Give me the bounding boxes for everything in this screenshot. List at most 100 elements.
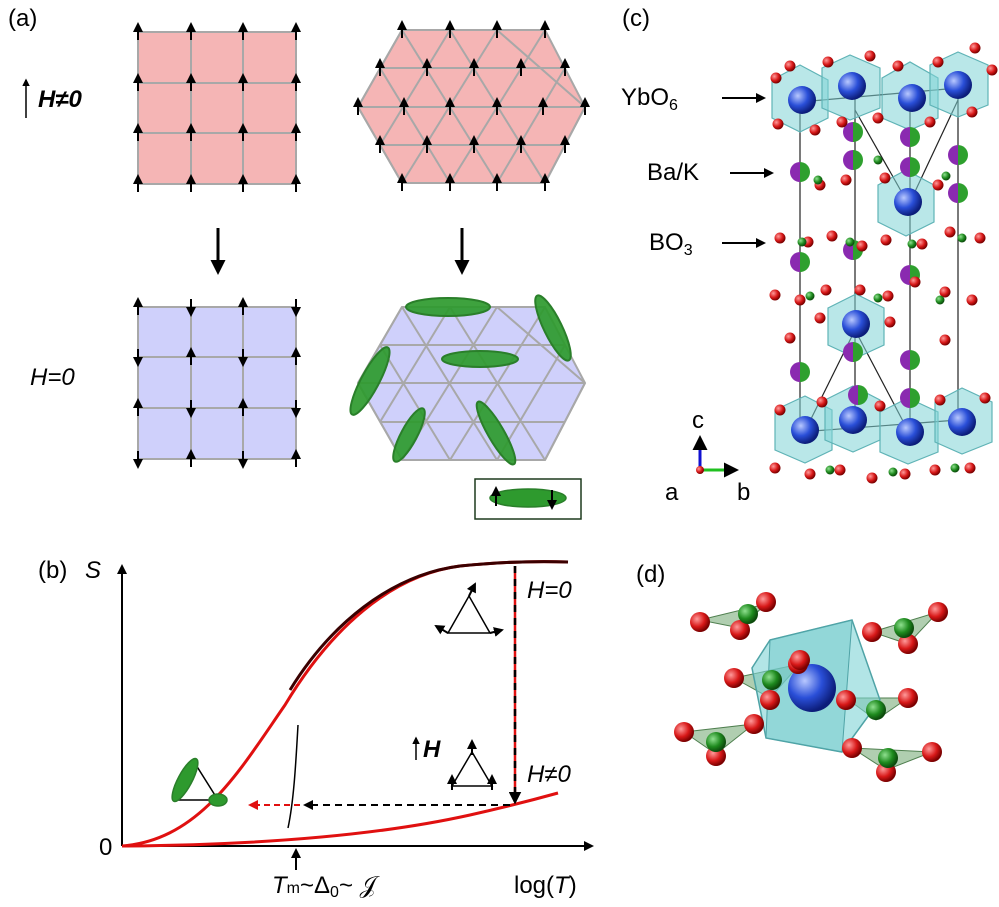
- oxygen-atom-icon: [964, 462, 976, 474]
- entropy-curve-zero-field-dark: [288, 560, 569, 691]
- oxygen-atom-icon: [880, 234, 892, 246]
- oxygen-atom-icon: [816, 396, 828, 408]
- singlet-icon: [392, 407, 426, 463]
- oxygen-atom-icon: [934, 394, 946, 406]
- singlet-inset: [474, 478, 582, 520]
- boron-atom-icon: [941, 171, 951, 181]
- oxygen-atom-icon: [814, 312, 826, 324]
- oxygen-atom-icon: [916, 238, 928, 250]
- panel-b-label: (b): [38, 557, 67, 584]
- oxygen-atom-icon: [770, 72, 782, 84]
- singlet-icon: [489, 488, 567, 508]
- triangle-singlet-icon: [171, 757, 228, 807]
- ba-k-atom-icon: [843, 122, 863, 142]
- oxygen-atom-icon: [690, 612, 710, 632]
- ba-k-atom-icon: [900, 127, 920, 147]
- boron-atom-icon: [845, 237, 855, 247]
- oxygen-atom-icon: [966, 106, 978, 118]
- oxygen-atoms: [769, 42, 998, 484]
- axis-triad: c a b: [665, 407, 750, 506]
- boron-atom-icon: [957, 233, 967, 243]
- triangle-120-icon: [434, 582, 504, 637]
- boron-atom-icon: [894, 618, 914, 638]
- ba-k-atom-icon: [790, 252, 810, 272]
- panel-c-label: (c): [622, 5, 650, 32]
- singlet-icon: [405, 297, 491, 317]
- oxygen-atom-icon: [898, 688, 918, 708]
- boron-atom-icon: [888, 467, 898, 477]
- oxygen-atom-icon: [674, 722, 694, 742]
- yb-atom-icon: [894, 188, 922, 216]
- oxygen-atom-icon: [794, 294, 806, 306]
- square-lattice-polarized: [133, 22, 301, 192]
- energy-scale-label: Tm~Δ0~ 𝒥: [272, 872, 381, 901]
- oxygen-atom-icon: [840, 174, 852, 186]
- oxygen-atom-icon: [862, 622, 882, 642]
- oxygen-atom-icon: [922, 742, 942, 762]
- oxygen-atom-icon: [724, 668, 744, 688]
- boron-atom-icon: [873, 155, 883, 165]
- yb-atom-icon: [896, 418, 924, 446]
- ba-k-atom-icon: [843, 342, 863, 362]
- field-off-label: H=0: [30, 364, 75, 391]
- yb-atom-icon: [788, 86, 816, 114]
- ba-k-atom-icon: [900, 350, 920, 370]
- ybo6-octahedron: [751, 619, 881, 753]
- oxygen-atom-icon: [756, 592, 776, 612]
- boron-atom-icon: [762, 670, 782, 690]
- oxygen-atom-icon: [836, 690, 856, 710]
- oxygen-atom-icon: [784, 60, 796, 72]
- oxygen-atom-icon: [809, 124, 821, 136]
- oxygen-atom-icon: [834, 464, 846, 476]
- spin-alternating-arrows: [133, 297, 301, 469]
- ba-k-atoms: [790, 122, 968, 408]
- singlet-icon: [534, 294, 572, 362]
- oxygen-atom-icon: [939, 334, 951, 346]
- oxygen-atom-icon: [939, 286, 951, 298]
- oxygen-atom-icon: [772, 118, 784, 130]
- yb-atom-icon: [842, 310, 870, 338]
- boron-atom-icon: [706, 732, 726, 752]
- panel-c: (c) YbO6 Ba/K BO3: [621, 5, 998, 506]
- ba-k-atom-icon: [790, 362, 810, 382]
- singlet-dimers: [349, 294, 572, 466]
- axis-b-label: b: [737, 479, 750, 506]
- oxygen-atom-icon: [874, 400, 886, 412]
- panel-a: (a) H≠0 H=0: [8, 5, 590, 520]
- oxygen-atom-icon: [882, 290, 894, 302]
- oxygen-atom-icon: [872, 112, 884, 124]
- boron-atom-icon: [950, 463, 960, 473]
- oxygen-atom-icon: [820, 284, 832, 296]
- boron-atom-icon: [878, 748, 898, 768]
- oxygen-atom-icon: [924, 116, 936, 128]
- boron-atom-icon: [866, 700, 886, 720]
- boron-atom-icon: [907, 239, 917, 249]
- triangular-lattice-singlets: [349, 294, 587, 466]
- oxygen-atom-icon: [730, 620, 750, 640]
- triangle-polarized-icon: [447, 739, 497, 790]
- site-yb-label: YbO6: [621, 84, 678, 114]
- oxygen-atom-icon: [856, 240, 868, 252]
- yb-atom-icon: [898, 84, 926, 112]
- ba-k-atom-icon: [900, 157, 920, 177]
- boron-atom-icon: [805, 291, 815, 301]
- yb-atom-icon: [788, 664, 836, 712]
- boron-atom-icon: [738, 604, 758, 624]
- oxygen-atom-icon: [929, 464, 941, 476]
- site-bo-label: BO3: [649, 229, 693, 259]
- oxygen-atom-icon: [790, 650, 810, 670]
- boron-atom-icon: [935, 295, 945, 305]
- oxygen-atom-icon: [864, 50, 876, 62]
- panel-b: (b) S 0 log(T) H=0 H≠0 H: [38, 557, 594, 901]
- oxygen-atom-icon: [769, 289, 781, 301]
- oxygen-atom-icon: [774, 232, 786, 244]
- oxygen-atom-icon: [842, 738, 862, 758]
- curve-bottom-label: H≠0: [527, 761, 572, 788]
- oxygen-atom-icon: [974, 232, 986, 244]
- boron-atom-icon: [873, 293, 883, 303]
- spin-up-arrows-triangular: [353, 20, 590, 191]
- oxygen-atom-icon: [769, 462, 781, 474]
- y-axis-label: S: [85, 557, 101, 584]
- oxygen-atom-icon: [892, 60, 904, 72]
